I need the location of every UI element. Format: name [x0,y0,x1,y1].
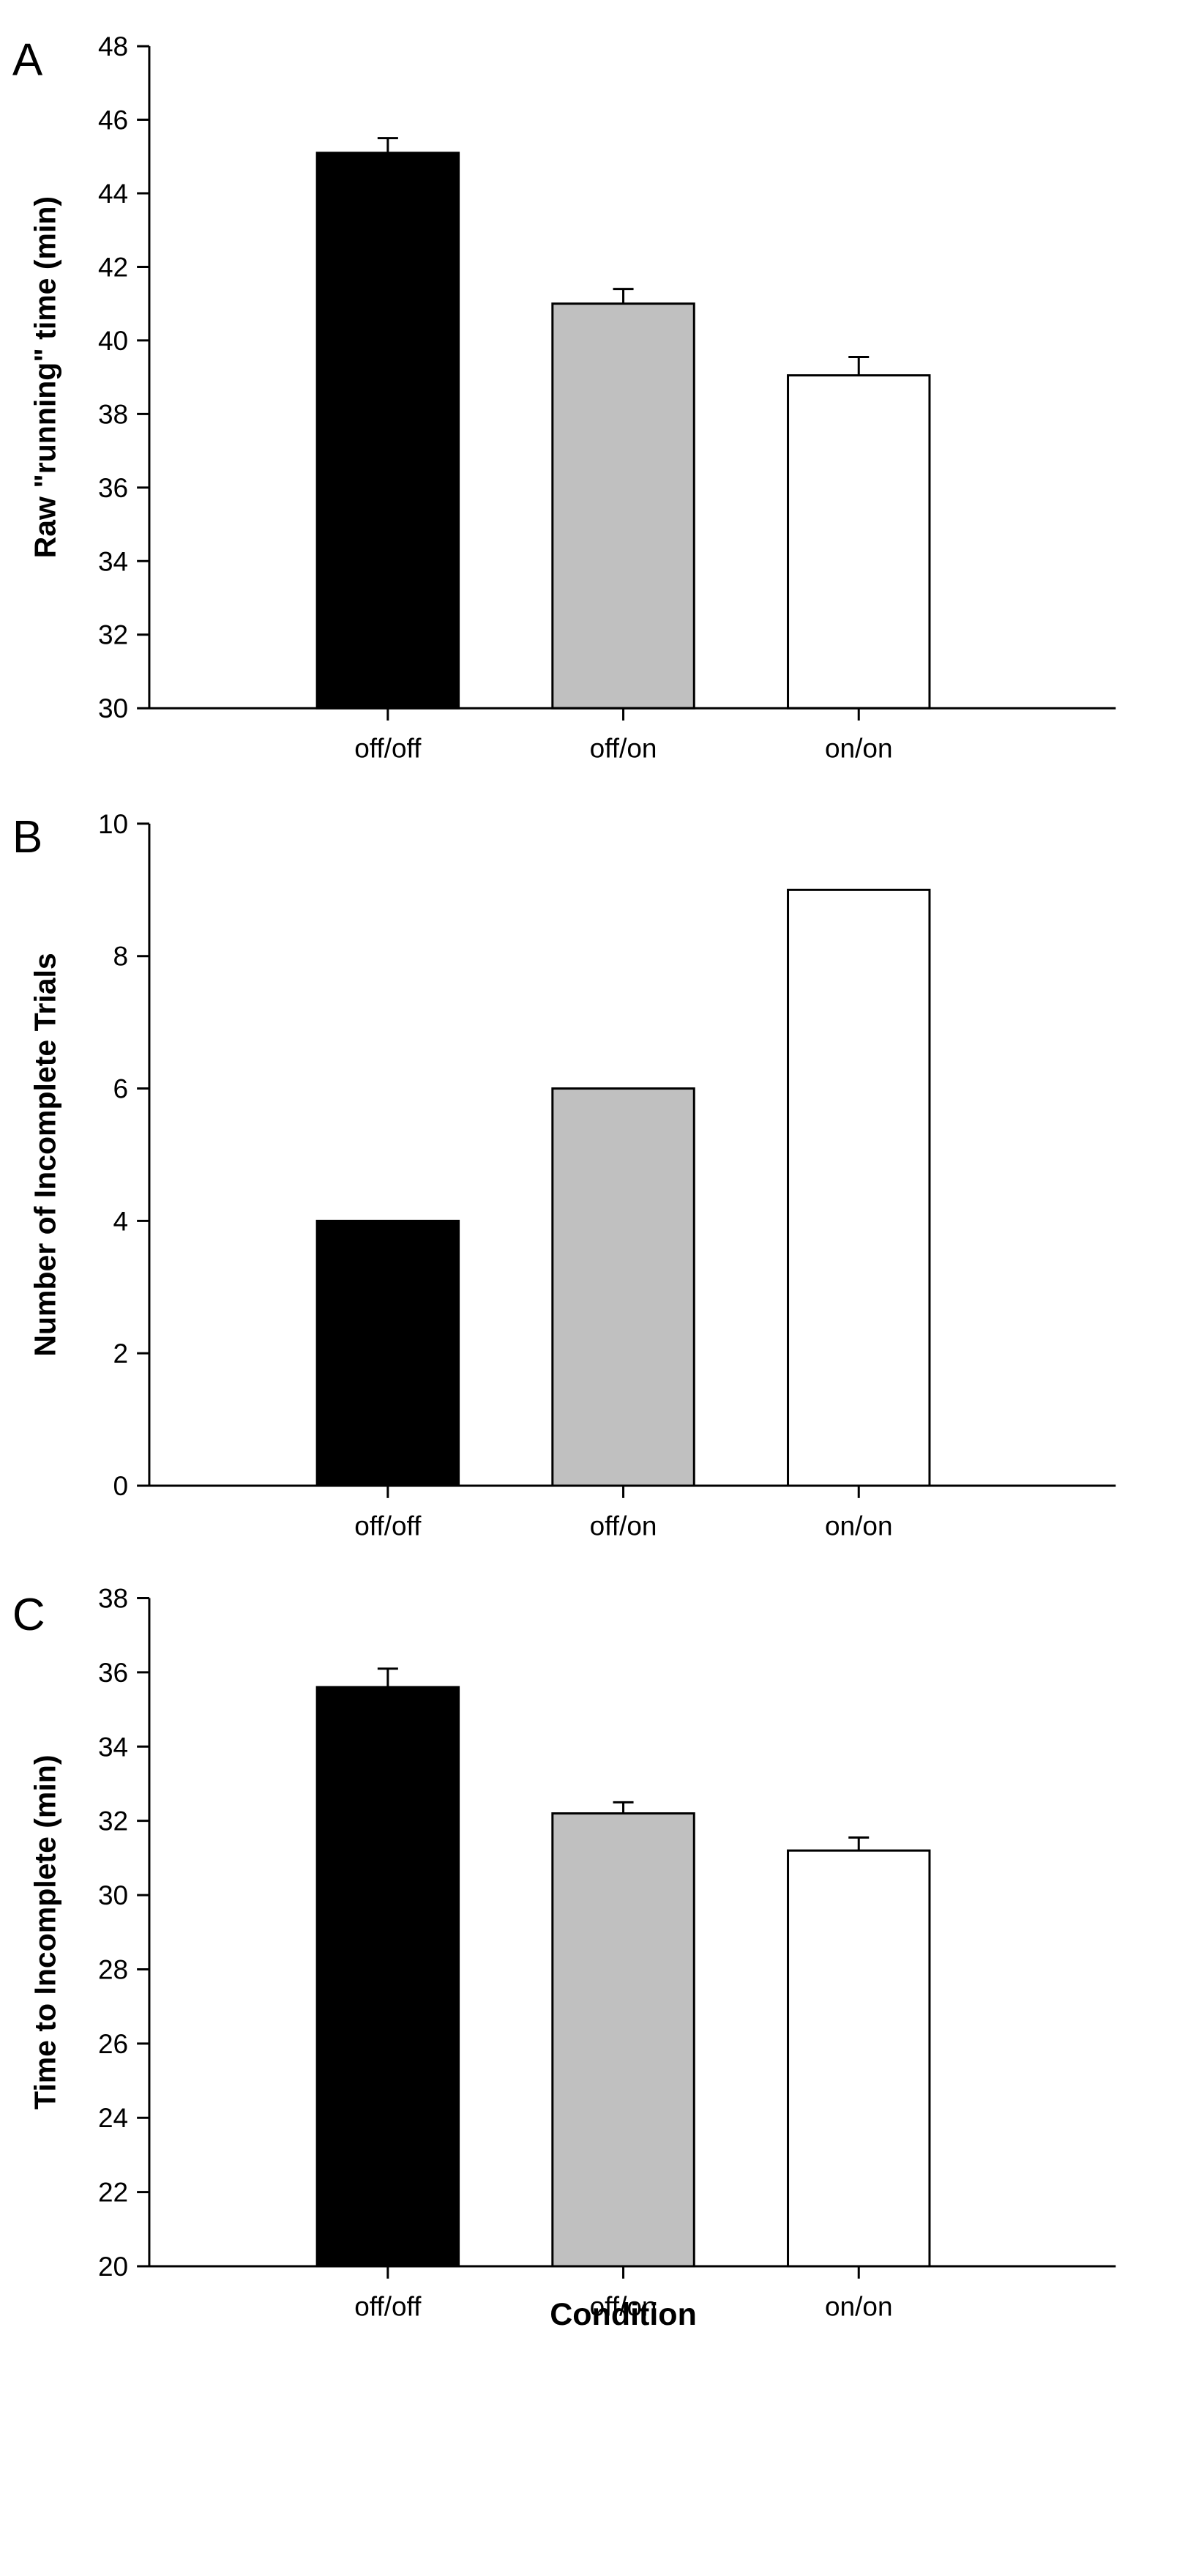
y-tick-label: 46 [98,105,128,135]
y-tick-label: 4 [113,1206,129,1236]
x-tick-label: off/off [354,2291,422,2321]
y-tick-label: 36 [98,473,128,503]
panel-letter-c: C [12,1590,45,1640]
panel-c-x-tick-labels: off/off off/on on/on [354,2266,893,2321]
error-bar [848,1836,870,1851]
y-tick-label: 38 [98,1583,128,1613]
panel-c-y-ticks: 20 22 24 26 28 30 32 34 36 38 [98,1583,149,2282]
panel-c-y-axis-label: Time to Incomplete (min) [29,1755,62,2110]
y-tick-label: 22 [98,2178,128,2208]
error-bar [613,1801,634,1814]
y-tick-label: 34 [98,546,128,576]
bar-off-off [315,1686,460,2268]
y-tick-label: 44 [98,179,128,209]
y-tick-label: 42 [98,252,128,282]
y-tick-label: 20 [98,2252,128,2282]
x-tick-label: off/on [590,733,657,763]
x-tick-label: off/off [354,733,422,763]
panel-a: A Raw "running" time (min) 30 32 34 36 38 40 4… [12,31,1116,763]
panel-a-y-axis-label: Raw "running" time (min) [29,196,62,558]
error-bar [613,288,634,304]
x-tick-label: on/on [825,1511,893,1541]
bar-on-on [787,888,931,1487]
bar-off-off [315,1219,460,1487]
panel-a-x-tick-labels: off/off off/on on/on [354,708,893,763]
y-tick-label: 40 [98,326,128,356]
y-tick-label: 6 [113,1074,129,1104]
y-tick-label: 32 [98,1806,128,1836]
panel-b-x-tick-labels: off/off off/on on/on [354,1486,893,1541]
bar-off-on [551,1812,695,2268]
x-tick-label: off/on [590,1511,657,1541]
x-axis-title: Condition [550,2297,697,2332]
panel-a-y-ticks: 30 32 34 36 38 40 42 44 46 48 [98,31,149,723]
bar-on-on [787,374,931,710]
y-tick-label: 30 [98,693,128,723]
y-tick-label: 0 [113,1471,129,1501]
y-tick-label: 34 [98,1732,128,1762]
y-tick-label: 32 [98,620,128,650]
y-tick-label: 36 [98,1658,128,1688]
y-tick-label: 30 [98,1880,128,1910]
panel-b-y-ticks: 0 2 4 6 8 10 [98,809,149,1501]
panel-c-bars [315,1667,931,2268]
y-tick-label: 10 [98,809,128,839]
panel-c: C Time to Incomplete (min) 20 22 24 26 28 30 3… [12,1583,1116,2332]
error-bar [377,1667,398,1688]
bar-off-on [551,1087,695,1487]
x-tick-label: off/off [354,1511,422,1541]
bar-on-on [787,1849,931,2268]
x-tick-label: on/on [825,733,893,763]
x-tick-label: on/on [825,2291,893,2321]
y-tick-label: 8 [113,942,129,972]
y-tick-label: 28 [98,1954,128,1984]
panel-b: B Number of Incomplete Trials 0 2 4 6 8 10 of… [12,809,1116,1541]
panel-a-bars [315,137,931,710]
x-tick-label: off/on [590,2291,657,2321]
panel-letter-b: B [12,812,42,863]
error-bar [377,137,398,153]
y-tick-label: 48 [98,31,128,62]
y-tick-label: 24 [98,2103,128,2133]
bar-off-off [315,152,460,710]
panel-b-bars [315,888,931,1487]
y-tick-label: 38 [98,399,128,429]
panel-letter-a: A [12,34,43,85]
y-tick-label: 26 [98,2029,128,2059]
y-tick-label: 2 [113,1339,129,1369]
panel-b-y-axis-label: Number of Incomplete Trials [29,953,62,1356]
bar-off-on [551,302,695,710]
error-bar [848,356,870,376]
